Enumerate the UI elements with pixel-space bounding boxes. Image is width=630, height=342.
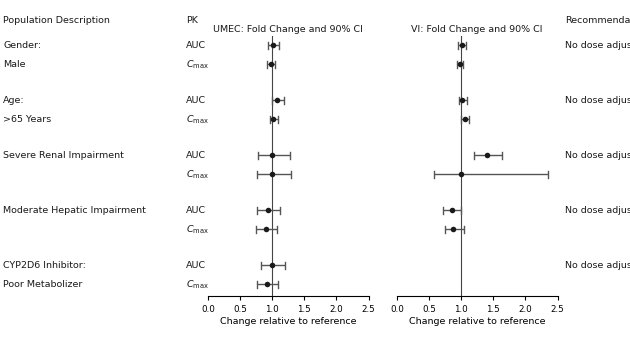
X-axis label: Change relative to reference: Change relative to reference [220,317,357,326]
Text: Gender:: Gender: [3,41,42,50]
Text: No dose adjustment: No dose adjustment [565,96,630,105]
Text: AUC: AUC [186,96,206,105]
Text: No dose adjustment: No dose adjustment [565,41,630,50]
Text: AUC: AUC [186,151,206,160]
Text: Poor Metabolizer: Poor Metabolizer [3,280,83,289]
Text: Moderate Hepatic Impairment: Moderate Hepatic Impairment [3,206,146,215]
Text: AUC: AUC [186,261,206,270]
Text: AUC: AUC [186,206,206,215]
Text: $C_{\mathrm{max}}$: $C_{\mathrm{max}}$ [186,278,209,291]
X-axis label: Change relative to reference: Change relative to reference [409,317,546,326]
Text: PK: PK [186,16,198,25]
Text: Recommendation: Recommendation [565,16,630,25]
Text: Population Description: Population Description [3,16,110,25]
Title: VI: Fold Change and 90% CI: VI: Fold Change and 90% CI [411,25,543,34]
Text: CYP2D6 Inhibitor:: CYP2D6 Inhibitor: [3,261,86,270]
Text: $C_{\mathrm{max}}$: $C_{\mathrm{max}}$ [186,58,209,70]
Text: $C_{\mathrm{max}}$: $C_{\mathrm{max}}$ [186,168,209,181]
Title: UMEC: Fold Change and 90% CI: UMEC: Fold Change and 90% CI [214,25,363,34]
Text: No dose adjustment: No dose adjustment [565,206,630,215]
Text: Age:: Age: [3,96,25,105]
Text: No dose adjustment: No dose adjustment [565,261,630,270]
Text: $C_{\mathrm{max}}$: $C_{\mathrm{max}}$ [186,223,209,236]
Text: Severe Renal Impairment: Severe Renal Impairment [3,151,124,160]
Text: $C_{\mathrm{max}}$: $C_{\mathrm{max}}$ [186,113,209,126]
Text: AUC: AUC [186,41,206,50]
Text: >65 Years: >65 Years [3,115,52,124]
Text: No dose adjustment: No dose adjustment [565,151,630,160]
Text: Male: Male [3,60,26,69]
